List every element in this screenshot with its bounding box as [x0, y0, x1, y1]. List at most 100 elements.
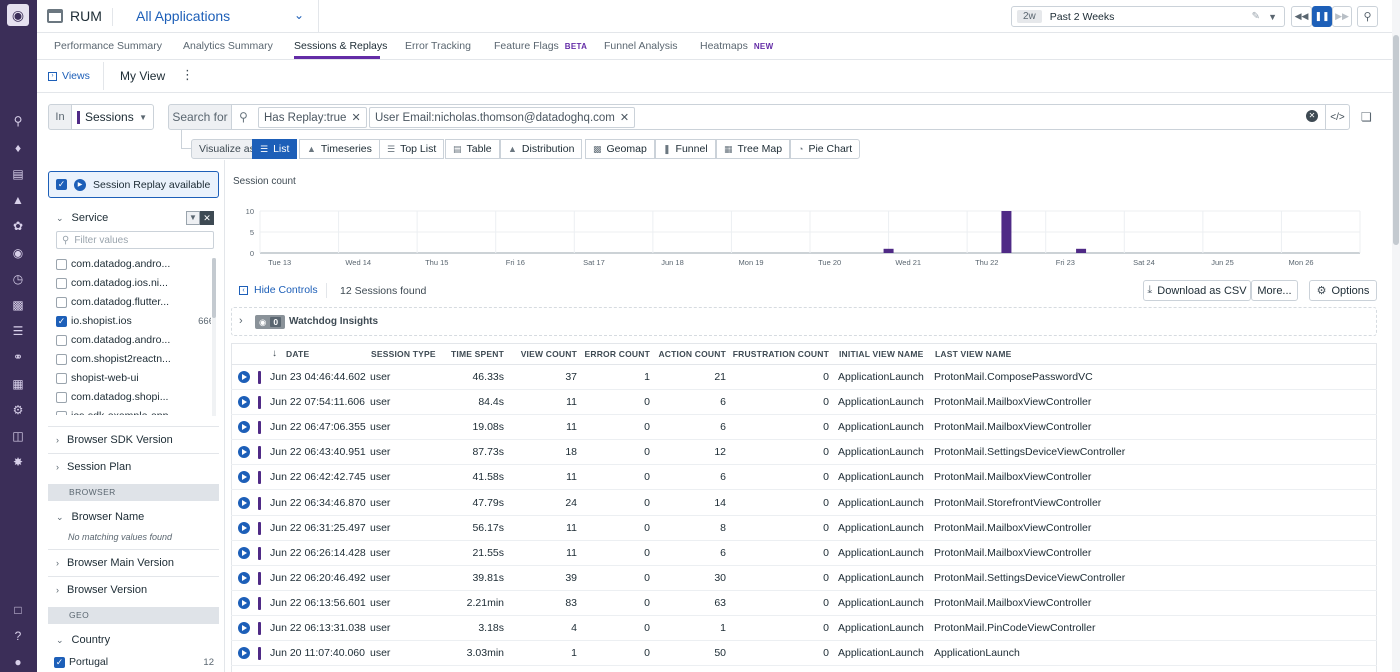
table-row[interactable]: Jun 22 06:13:31.038 user 3.18s 4 0 1 0 Applicat…	[231, 616, 1377, 641]
metrics-icon[interactable]: ▲	[12, 193, 24, 207]
close-icon[interactable]: ✕	[619, 112, 630, 124]
session-replay-toggle[interactable]: ✓ ▶ Session Replay available	[48, 171, 219, 198]
table-row[interactable]: Jun 22 06:47:06.355 user 19.08s 11 0 6 0 Applic…	[231, 415, 1377, 441]
chevron-down-icon[interactable]: ⌄	[294, 8, 305, 22]
viz-top-list[interactable]: ☰ Top List	[379, 139, 445, 159]
table-row[interactable]: Jun 22 06:43:40.951 user 87.73s 18 0 12 0 Appli…	[231, 440, 1377, 466]
checkbox-checked[interactable]: ✓	[56, 179, 67, 190]
table-row[interactable]: Jun 22 06:13:56.601 user 2.21min 83 0 63 0 Appl…	[231, 591, 1377, 616]
copy-icon[interactable]: ❏	[1361, 110, 1372, 124]
col-last-view-name[interactable]: LAST VIEW NAME	[935, 349, 1012, 359]
table-row[interactable]: Jun 22 06:20:46.492 user 39.81s 39 0 30 0 Appli…	[231, 566, 1377, 591]
checkbox[interactable]	[56, 258, 67, 270]
facet-service-header[interactable]: ⌄ Service	[56, 212, 108, 224]
security-icon[interactable]: ◫	[12, 429, 24, 443]
col-date[interactable]: DATE	[286, 349, 310, 359]
dashboards-icon[interactable]: ▤	[12, 167, 24, 181]
chat-icon[interactable]: □	[14, 603, 22, 617]
facet-filter-input[interactable]: ⚲ Filter values	[56, 231, 214, 249]
checkbox[interactable]	[56, 296, 67, 308]
viz-geomap[interactable]: ▩ Geomap	[585, 139, 655, 159]
facet-browser-main-version[interactable]: › Browser Main Version	[56, 557, 174, 569]
pause-button[interactable]: ❚❚	[1312, 6, 1332, 27]
play-replay-icon[interactable]	[238, 596, 250, 609]
clear-search-icon[interactable]: ✕	[1306, 110, 1318, 122]
table-row[interactable]: Jun 22 06:42:42.745 user 41.58s 11 0 6 0 Applic…	[231, 465, 1377, 491]
chart-bar[interactable]	[883, 248, 894, 253]
facet-item[interactable]: com.datadog.flutter...-	[56, 293, 211, 311]
checkbox[interactable]	[56, 277, 67, 289]
col-frustration-count[interactable]: FRUSTRATION COUNT	[732, 349, 829, 359]
viz-distribution[interactable]: ▲ Distribution	[500, 139, 583, 159]
facet-item[interactable]: ✓ io.shopist.ios 666	[56, 312, 211, 330]
checkbox[interactable]	[56, 372, 67, 384]
col-initial-view-name[interactable]: INITIAL VIEW NAME	[839, 349, 924, 359]
facet-item[interactable]: shopist-web-ui-	[56, 369, 211, 387]
col-action-count[interactable]: ACTION COUNT	[658, 349, 726, 359]
team-icon[interactable]: ●	[14, 655, 22, 669]
zoom-icon[interactable]: ⚲	[1357, 6, 1378, 27]
help-icon[interactable]: ?	[14, 629, 22, 643]
current-view-name[interactable]: My View	[120, 69, 166, 83]
code-view-icon[interactable]: </>	[1325, 104, 1350, 130]
facet-scrollbar[interactable]	[212, 258, 216, 416]
chart-bar[interactable]	[1001, 211, 1012, 253]
infrastructure-icon[interactable]: ▩	[12, 298, 24, 312]
search-icon[interactable]: ⚲	[13, 114, 23, 128]
facet-item[interactable]: com.datadog.andro...-	[56, 331, 211, 349]
facet-session-plan[interactable]: › Session Plan	[56, 461, 131, 473]
options-button[interactable]: ⚙ Options	[1309, 280, 1377, 301]
rewind-button[interactable]: ◀◀	[1291, 6, 1312, 27]
viz-timeseries[interactable]: ▲ Timeseries	[299, 139, 380, 159]
table-row[interactable]: Jun 22 06:34:46.870 user 47.79s 24 0 14 0 Appli…	[231, 491, 1377, 516]
checkbox[interactable]	[56, 391, 67, 403]
tab-analytics-summary[interactable]: Analytics Summary	[183, 40, 273, 52]
facet-browser-sdk-version[interactable]: › Browser SDK Version	[56, 434, 173, 446]
col-session-type[interactable]: SESSION TYPE	[371, 349, 436, 359]
tab-error-tracking[interactable]: Error Tracking	[405, 40, 471, 52]
play-replay-icon[interactable]	[238, 371, 250, 383]
viz-table[interactable]: ▤ Table	[445, 139, 500, 159]
viz-tree-map[interactable]: ▦ Tree Map	[716, 139, 791, 159]
application-selector[interactable]: All Applications	[136, 8, 231, 24]
play-replay-icon[interactable]	[238, 446, 250, 459]
datadog-logo-icon[interactable]: ◉	[7, 4, 29, 26]
play-replay-icon[interactable]	[238, 521, 250, 534]
notebooks-icon[interactable]: ▦	[12, 377, 24, 391]
facet-browser-name[interactable]: ⌄ Browser Name	[56, 511, 144, 523]
watchdog-icon[interactable]: ♦	[14, 141, 22, 155]
facet-remove-icon[interactable]: ✕	[200, 211, 214, 225]
checkbox-checked[interactable]: ✓	[56, 315, 67, 327]
chart-bar[interactable]	[1076, 248, 1087, 253]
download-csv-button[interactable]: ⤓ Download as CSV	[1143, 280, 1251, 301]
scope-select[interactable]: Sessions ▼	[71, 104, 154, 130]
integrations-icon[interactable]: ✿	[12, 219, 24, 233]
tab-feature-flags[interactable]: Feature Flags BETA	[494, 40, 587, 52]
group-geo[interactable]: GEO	[48, 607, 219, 624]
play-replay-icon[interactable]	[238, 496, 250, 509]
play-replay-icon[interactable]	[238, 647, 250, 660]
time-range-picker[interactable]: 2w Past 2 Weeks ✎ ▼	[1011, 6, 1285, 27]
play-replay-icon[interactable]	[238, 546, 250, 559]
table-row[interactable]: Jun 23 04:46:44.602 user 46.33s 37 1 21 0 Appli…	[231, 365, 1377, 390]
play-replay-icon[interactable]	[238, 396, 250, 409]
viz-pie-chart[interactable]: ◔ Pie Chart	[790, 139, 861, 159]
hide-controls-button[interactable]: ‹ Hide Controls	[239, 284, 318, 296]
tab-performance-summary[interactable]: Performance Summary	[54, 40, 162, 52]
facet-item[interactable]: ✓ Portugal 12	[54, 653, 214, 671]
viz-funnel[interactable]: ❚ Funnel	[655, 139, 716, 159]
play-replay-icon[interactable]	[238, 421, 250, 434]
play-replay-icon[interactable]	[238, 622, 250, 634]
chevron-down-icon[interactable]: ▼	[1268, 11, 1277, 22]
views-button[interactable]: › Views	[48, 70, 90, 82]
chevron-right-icon[interactable]: ›	[239, 315, 243, 327]
monitors-icon[interactable]: ◉	[12, 246, 24, 260]
page-scrollbar[interactable]	[1392, 0, 1400, 672]
filter-chip-has-replay[interactable]: Has Replay:true ✕	[258, 107, 367, 128]
table-row[interactable]: Jun 22 06:26:14.428 user 21.55s 11 0 6 0 Applic…	[231, 541, 1377, 566]
table-row[interactable]: Jun 22 06:31:25.497 user 56.17s 11 0 8 0 Applic…	[231, 516, 1377, 541]
facet-country[interactable]: ⌄ Country	[56, 634, 110, 646]
table-row[interactable]: Jun 20 11:07:40.060 user 3.03min 1 0 50 0 Appli…	[231, 641, 1377, 667]
network-icon[interactable]: ⚭	[12, 350, 24, 364]
play-replay-icon[interactable]	[238, 471, 250, 484]
